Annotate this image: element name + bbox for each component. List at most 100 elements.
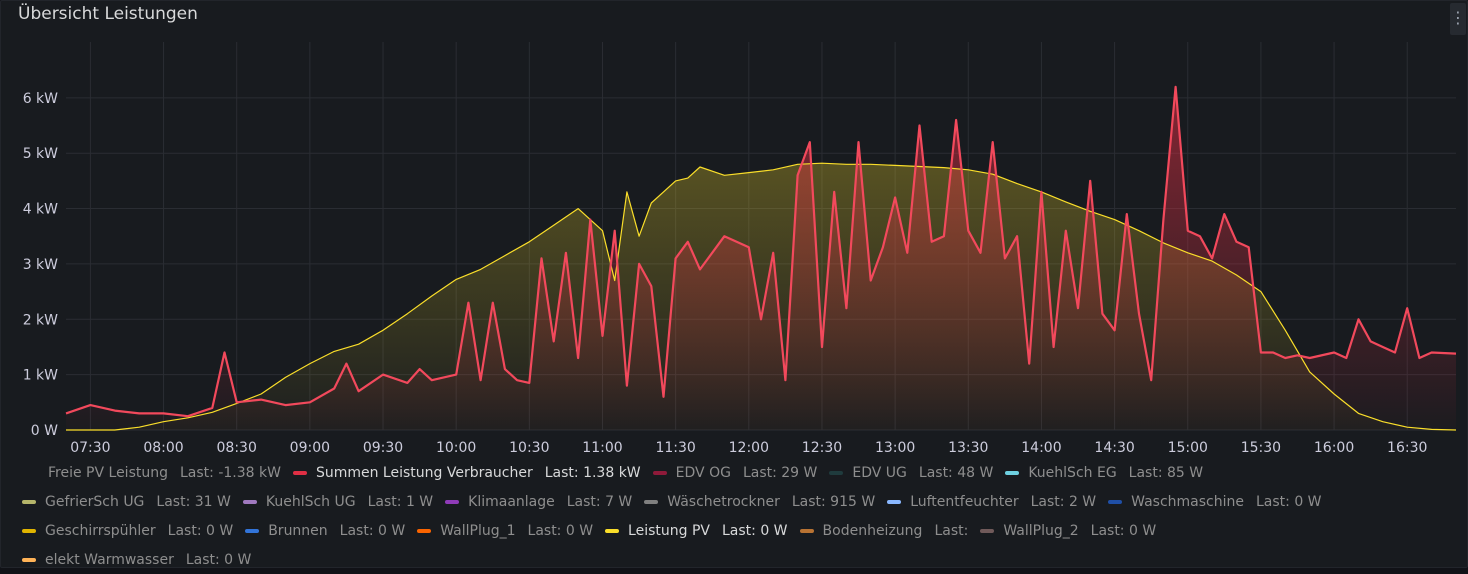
legend-swatch	[1108, 499, 1123, 504]
y-tick-label: 0 W	[31, 423, 58, 439]
legend-item[interactable]: Summen Leistung Verbraucher Last: 1.38 kW	[292, 464, 641, 481]
panel-menu-icon[interactable]: ⋮	[1450, 3, 1466, 35]
time-series-chart[interactable]: 0 W 1 kW 2 kW 3 kW 4 kW 5 kW 6 kW 07:30 08:00 08…	[0, 0, 1468, 458]
legend-last-value: Last: 1.38 kW	[544, 464, 641, 481]
x-tick-label: 07:30	[70, 440, 110, 456]
legend-swatch	[22, 528, 36, 533]
legend-series-name: Summen Leistung Verbraucher	[315, 464, 533, 481]
x-tick-label: 14:30	[1094, 440, 1134, 456]
legend-swatch	[829, 470, 844, 475]
legend-series-name: Leistung PV	[628, 522, 710, 539]
legend-item[interactable]: elekt Warmwasser Last: 0 W	[22, 552, 251, 568]
legend-item[interactable]: WallPlug_2 Last: 0 W	[980, 523, 1156, 539]
legend-series-name: EDV OG	[675, 464, 731, 481]
legend-swatch	[605, 528, 620, 533]
panel-title: Übersicht Leistungen	[18, 4, 198, 24]
x-axis: 07:30 08:00 08:30 09:00 09:30 10:00 10:30 11:00…	[70, 440, 1427, 456]
legend-series-name: Geschirrspühler	[45, 522, 156, 539]
legend-last-value: Last: 0 W	[167, 522, 234, 539]
legend-swatch	[445, 499, 460, 504]
y-tick-label: 2 kW	[23, 312, 58, 328]
legend-item[interactable]: KuehlSch EG Last: 85 W	[1005, 465, 1203, 481]
series-lines	[65, 85, 1457, 431]
y-axis: 0 W 1 kW 2 kW 3 kW 4 kW 5 kW 6 kW	[23, 91, 58, 439]
x-tick-label: 11:00	[582, 440, 622, 456]
legend-item[interactable]: WallPlug_1 Last: 0 W	[417, 523, 593, 539]
legend-swatch	[1005, 470, 1020, 475]
x-tick-label: 11:30	[655, 440, 695, 456]
legend-series-name: WallPlug_1	[440, 522, 516, 539]
legend-last-value: Last: 0 W	[527, 522, 594, 539]
legend-item[interactable]: EDV OG Last: 29 W	[652, 464, 818, 481]
legend-series-name: KuehlSch EG	[1028, 464, 1117, 481]
x-tick-label: 16:00	[1314, 440, 1354, 456]
legend-last-value: Last: 85 W	[1128, 464, 1204, 481]
legend-item[interactable]: Klimaanlage Last: 7 W	[445, 494, 632, 510]
legend-last-value: Last: 0 W	[1256, 493, 1322, 510]
legend-last-value: Last: -1.38 kW	[180, 464, 281, 481]
y-tick-label: 6 kW	[23, 91, 58, 107]
legend-item[interactable]: Wäschetrockner Last: 915 W	[644, 494, 875, 510]
legend-series-name: Klimaanlage	[468, 493, 555, 510]
legend-last-value: Last: 29 W	[742, 464, 818, 481]
x-tick-label: 14:00	[1021, 440, 1061, 456]
legend-last-value: Last: 31 W	[156, 493, 231, 510]
legend-swatch	[887, 499, 902, 504]
legend-series-name: EDV UG	[852, 464, 907, 481]
y-tick-label: 1 kW	[23, 368, 58, 384]
legend-item[interactable]: Brunnen Last: 0 W	[245, 523, 405, 539]
legend-item[interactable]: Bodenheizung Last:	[799, 522, 969, 539]
legend-swatch	[242, 499, 257, 504]
legend-series-name: GefrierSch UG	[45, 493, 145, 510]
x-tick-label: 15:30	[1241, 440, 1281, 456]
line-leistung-pv	[66, 162, 1457, 431]
legend-series-name: Luftentfeuchter	[910, 493, 1019, 510]
legend-last-value: Last: 0 W	[722, 522, 788, 539]
legend-item[interactable]: Luftentfeuchter Last: 2 W	[887, 494, 1096, 510]
legend-item[interactable]: EDV UG Last: 48 W	[829, 465, 993, 481]
legend-row: elekt Warmwasser Last: 0 W	[22, 545, 263, 574]
x-tick-label: 15:00	[1168, 440, 1208, 456]
x-tick-label: 08:30	[217, 440, 257, 456]
legend-swatch	[292, 470, 307, 475]
legend-item[interactable]: Freie PV Leistung Last: -1.38 kW	[48, 465, 281, 481]
legend-item[interactable]: KuehlSch UG Last: 1 W	[242, 494, 433, 510]
legend-swatch	[417, 528, 432, 533]
y-tick-label: 3 kW	[23, 257, 58, 273]
series-areas	[66, 86, 1456, 431]
x-tick-label: 09:00	[290, 440, 330, 456]
legend-last-value: Last: 915 W	[791, 493, 876, 510]
legend-row: Freie PV Leistung Last: -1.38 kW Summen Le…	[48, 458, 1215, 487]
legend-swatch	[652, 470, 667, 475]
y-tick-label: 4 kW	[23, 202, 58, 218]
legend-series-name: WallPlug_2	[1003, 522, 1079, 539]
legend-swatch	[799, 528, 814, 533]
legend-item[interactable]: Leistung PV Last: 0 W	[605, 522, 788, 539]
legend-last-value: Last: 48 W	[918, 464, 994, 481]
legend-swatch	[644, 499, 659, 504]
legend-last-value: Last:	[934, 522, 969, 539]
legend-last-value: Last: 7 W	[566, 493, 633, 510]
legend-last-value: Last: 2 W	[1030, 493, 1097, 510]
legend-series-name: Brunnen	[268, 522, 328, 539]
legend-series-name: Freie PV Leistung	[48, 464, 168, 481]
x-tick-label: 13:30	[948, 440, 988, 456]
legend-last-value: Last: 0 W	[339, 522, 406, 539]
area-summen-leistung-verbraucher	[66, 86, 1456, 431]
legend-row: Geschirrspühler Last: 0 W Brunnen Last: 0 W…	[22, 516, 1168, 545]
x-tick-label: 10:00	[436, 440, 476, 456]
x-tick-label: 12:30	[802, 440, 842, 456]
x-tick-label: 12:00	[729, 440, 769, 456]
y-tick-label: 5 kW	[23, 146, 58, 162]
legend-swatch	[22, 557, 36, 562]
legend-row: GefrierSch UG Last: 31 W KuehlSch UG Last: …	[22, 487, 1334, 516]
x-tick-label: 16:30	[1387, 440, 1427, 456]
legend-item[interactable]: GefrierSch UG Last: 31 W	[22, 494, 231, 510]
legend-last-value: Last: 0 W	[1090, 522, 1157, 539]
legend-last-value: Last: 0 W	[185, 551, 252, 568]
legend-series-name: Bodenheizung	[822, 522, 923, 539]
legend-swatch	[245, 528, 260, 533]
legend-series-name: Waschmaschine	[1131, 493, 1244, 510]
legend-item[interactable]: Geschirrspühler Last: 0 W	[22, 523, 233, 539]
legend-item[interactable]: Waschmaschine Last: 0 W	[1108, 493, 1322, 510]
